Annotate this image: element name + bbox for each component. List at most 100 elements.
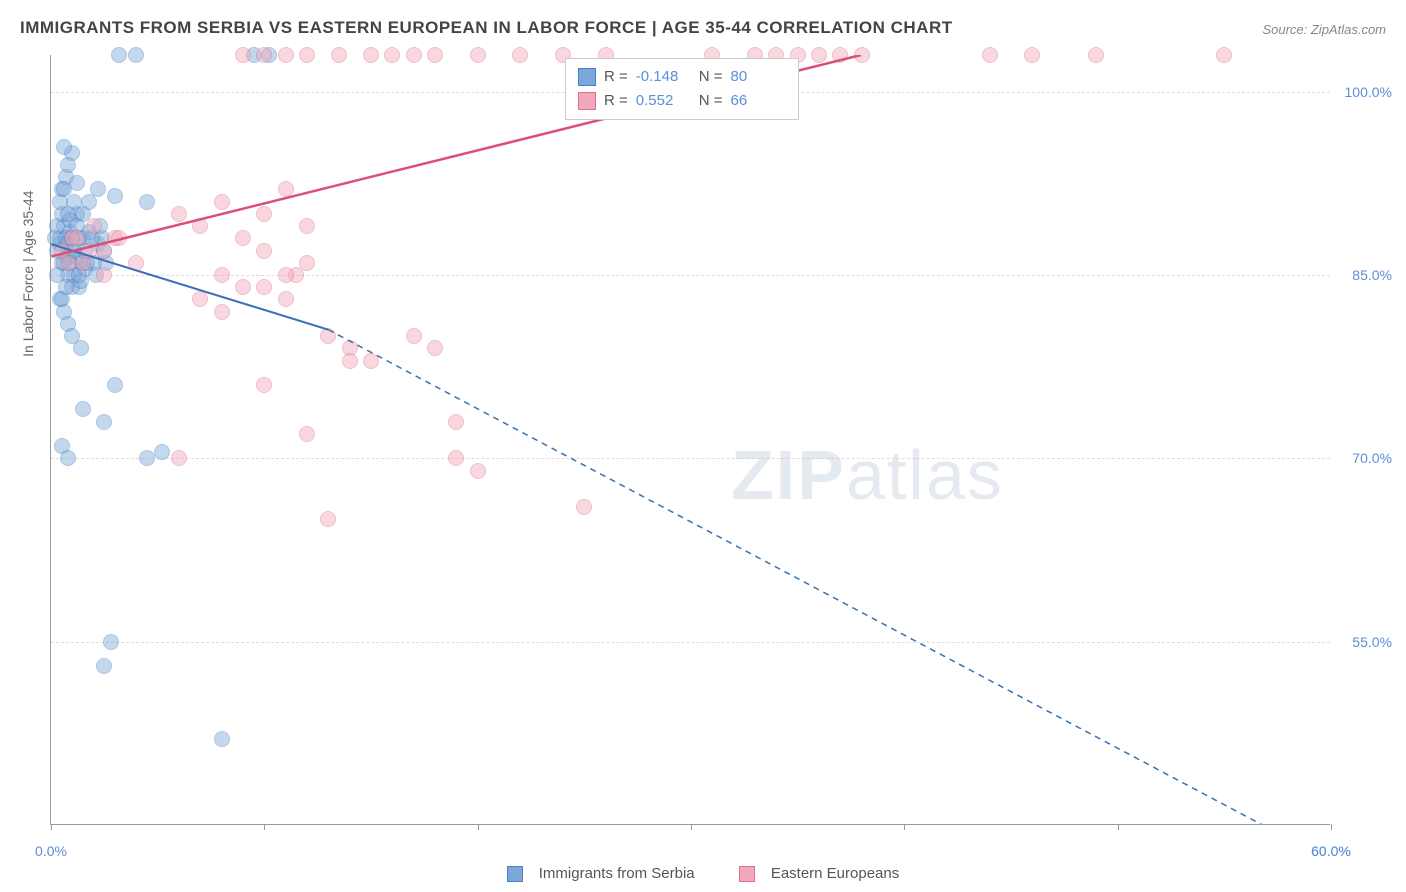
data-point bbox=[278, 267, 294, 283]
r-value-serbia: -0.148 bbox=[636, 65, 691, 89]
data-point bbox=[75, 401, 91, 417]
data-point bbox=[235, 47, 251, 63]
r-label: R = bbox=[604, 89, 628, 113]
data-point bbox=[448, 414, 464, 430]
data-point bbox=[56, 181, 72, 197]
data-point bbox=[384, 47, 400, 63]
x-tick-mark bbox=[904, 824, 905, 830]
data-point bbox=[1088, 47, 1104, 63]
data-point bbox=[1216, 47, 1232, 63]
data-point bbox=[81, 243, 97, 259]
watermark: ZIPatlas bbox=[731, 435, 1004, 515]
data-point bbox=[299, 218, 315, 234]
data-point bbox=[214, 267, 230, 283]
r-value-eastern: 0.552 bbox=[636, 89, 691, 113]
legend-label-eastern: Eastern Europeans bbox=[771, 865, 899, 882]
data-point bbox=[470, 47, 486, 63]
x-tick-mark bbox=[478, 824, 479, 830]
y-tick-label: 100.0% bbox=[1345, 84, 1392, 100]
n-value-eastern: 66 bbox=[731, 89, 786, 113]
data-point bbox=[90, 181, 106, 197]
data-point bbox=[470, 463, 486, 479]
x-tick-mark bbox=[51, 824, 52, 830]
x-tick-label: 0.0% bbox=[35, 843, 67, 859]
data-point bbox=[278, 47, 294, 63]
data-point bbox=[278, 181, 294, 197]
data-point bbox=[111, 230, 127, 246]
data-point bbox=[86, 218, 102, 234]
data-point bbox=[73, 340, 89, 356]
data-point bbox=[299, 255, 315, 271]
x-tick-mark bbox=[691, 824, 692, 830]
correlation-legend: R = -0.148 N = 80 R = 0.552 N = 66 bbox=[565, 58, 799, 120]
data-point bbox=[192, 218, 208, 234]
data-point bbox=[192, 291, 208, 307]
data-point bbox=[278, 291, 294, 307]
data-point bbox=[982, 47, 998, 63]
y-tick-label: 55.0% bbox=[1352, 634, 1392, 650]
data-point bbox=[103, 634, 119, 650]
data-point bbox=[60, 450, 76, 466]
data-point bbox=[128, 255, 144, 271]
y-tick-label: 70.0% bbox=[1352, 450, 1392, 466]
data-point bbox=[111, 47, 127, 63]
data-point bbox=[256, 47, 272, 63]
y-tick-label: 85.0% bbox=[1352, 267, 1392, 283]
data-point bbox=[832, 47, 848, 63]
data-point bbox=[58, 279, 74, 295]
source-label: Source: ZipAtlas.com bbox=[1262, 22, 1386, 37]
y-axis-label: In Labor Force | Age 35-44 bbox=[20, 191, 36, 357]
data-point bbox=[139, 450, 155, 466]
n-label: N = bbox=[699, 89, 723, 113]
watermark-bold: ZIP bbox=[731, 436, 846, 514]
data-point bbox=[320, 511, 336, 527]
data-point bbox=[214, 304, 230, 320]
data-point bbox=[107, 188, 123, 204]
n-label: N = bbox=[699, 65, 723, 89]
x-tick-mark bbox=[264, 824, 265, 830]
swatch-serbia-icon bbox=[507, 866, 523, 882]
data-point bbox=[406, 328, 422, 344]
data-point bbox=[256, 377, 272, 393]
data-point bbox=[214, 731, 230, 747]
data-point bbox=[576, 499, 592, 515]
data-point bbox=[1024, 47, 1040, 63]
data-point bbox=[107, 377, 123, 393]
legend-row-eastern: R = 0.552 N = 66 bbox=[578, 89, 786, 113]
data-point bbox=[96, 267, 112, 283]
data-point bbox=[427, 340, 443, 356]
data-point bbox=[363, 47, 379, 63]
data-point bbox=[256, 243, 272, 259]
data-point bbox=[154, 444, 170, 460]
data-point bbox=[363, 353, 379, 369]
data-point bbox=[342, 353, 358, 369]
swatch-eastern-icon bbox=[739, 866, 755, 882]
legend-item-eastern: Eastern Europeans bbox=[729, 865, 909, 882]
legend-label-serbia: Immigrants from Serbia bbox=[539, 865, 695, 882]
data-point bbox=[811, 47, 827, 63]
data-point bbox=[448, 450, 464, 466]
data-point bbox=[171, 206, 187, 222]
data-point bbox=[854, 47, 870, 63]
x-tick-mark bbox=[1331, 824, 1332, 830]
series-legend: Immigrants from Serbia Eastern Europeans bbox=[0, 865, 1406, 882]
data-point bbox=[96, 658, 112, 674]
data-point bbox=[256, 279, 272, 295]
r-label: R = bbox=[604, 65, 628, 89]
data-point bbox=[320, 328, 336, 344]
data-point bbox=[235, 279, 251, 295]
data-point bbox=[139, 194, 155, 210]
data-point bbox=[128, 47, 144, 63]
data-point bbox=[331, 47, 347, 63]
data-point bbox=[406, 47, 422, 63]
data-point bbox=[96, 414, 112, 430]
data-point bbox=[299, 47, 315, 63]
data-point bbox=[235, 230, 251, 246]
swatch-serbia bbox=[578, 68, 596, 86]
data-point bbox=[214, 194, 230, 210]
data-point bbox=[60, 157, 76, 173]
data-point bbox=[69, 230, 85, 246]
data-point bbox=[256, 206, 272, 222]
data-point bbox=[60, 255, 76, 271]
swatch-eastern bbox=[578, 92, 596, 110]
